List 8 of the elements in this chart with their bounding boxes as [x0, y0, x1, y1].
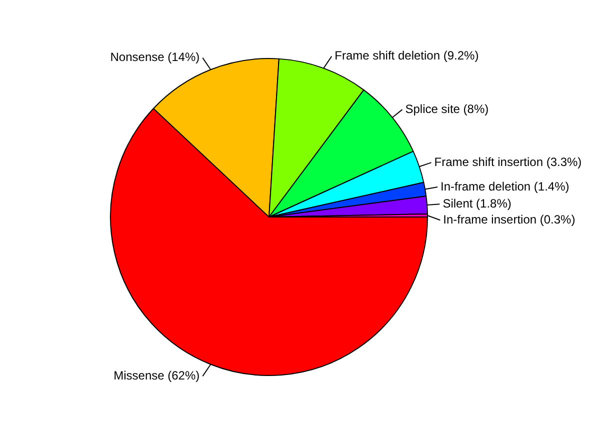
slice-label: In-frame deletion (1.4%) [440, 179, 570, 194]
slice-label: In-frame insertion (0.3%) [443, 212, 576, 226]
slice-label: Nonsense (14%) [110, 50, 200, 64]
slice-label: Frame shift insertion (3.3%) [434, 154, 582, 169]
slice-label: Missense (62%) [114, 368, 200, 382]
slice-label: Splice site (8%) [405, 102, 489, 116]
slice-label: Frame shift deletion (9.2%) [334, 48, 479, 63]
slice-label: Silent (1.8%) [442, 196, 512, 210]
